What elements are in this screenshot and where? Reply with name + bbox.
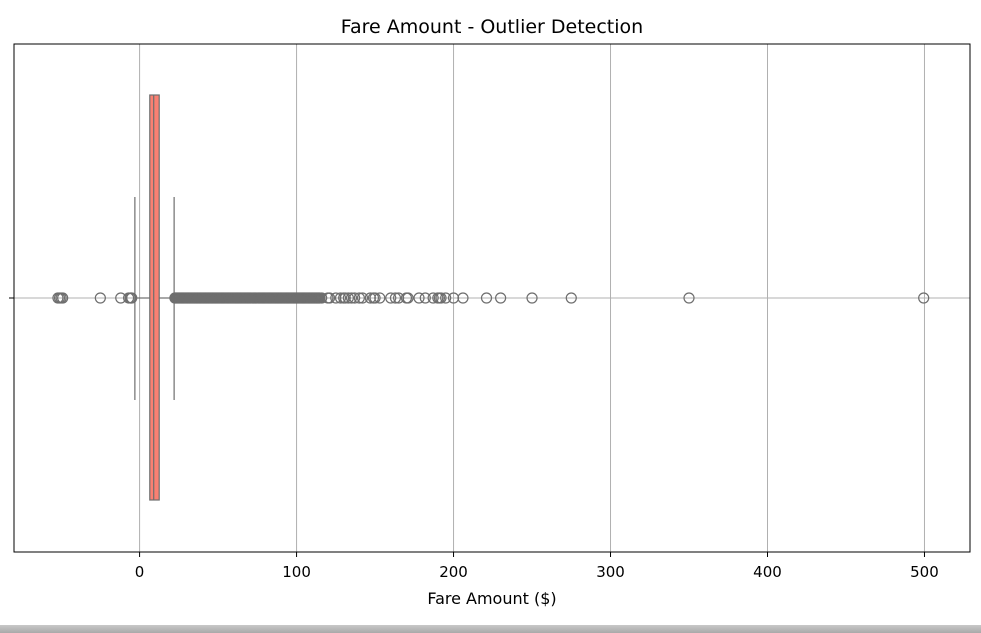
outlier-point [565,292,577,304]
x-tick-label: 200 [439,563,468,581]
outlier-point [457,292,469,304]
chart-title: Fare Amount - Outlier Detection [341,16,643,38]
boxplot-chart: Fare Amount - Outlier Detection 0 100 200 3… [9,16,971,608]
outlier-point [402,292,414,304]
box-plot [134,94,175,501]
x-tick-label: 400 [753,563,782,581]
horizontal-scrollbar[interactable] [0,625,981,633]
outlier-point [353,292,365,304]
outlier-point [385,292,397,304]
outlier-point [683,292,695,304]
outlier-point [345,292,358,304]
outlier-point [526,292,538,304]
outlier-point [369,292,381,304]
x-tick-label: 300 [596,563,625,581]
outlier-point [419,292,431,304]
outlier-point [342,292,354,304]
outlier-point [356,292,369,304]
outlier-points [52,292,930,304]
scrollbar-thumb[interactable] [0,625,981,633]
outlier-point [374,292,386,304]
outlier-point [480,292,493,304]
x-axis-ticks: 0 100 200 300 400 500 [9,297,939,581]
x-axis-label: Fare Amount ($) [427,589,556,608]
outlier-point [126,292,138,304]
outlier-point [349,292,361,304]
outlier-point [334,292,347,304]
outlier-point [323,292,336,304]
outlier-point [918,292,930,304]
x-tick-label: 0 [135,563,145,581]
outlier-point [440,292,452,304]
outlier-point [316,292,328,304]
outlier-point [389,292,402,304]
outlier-point [413,292,425,304]
outlier-point [495,292,507,304]
x-tick-label: 100 [282,563,311,581]
outlier-point [57,292,69,304]
iqr-box [149,94,160,501]
outlier-point [427,292,439,304]
x-tick-label: 500 [910,563,939,581]
outlier-point [94,292,106,304]
outlier-point [435,292,447,304]
